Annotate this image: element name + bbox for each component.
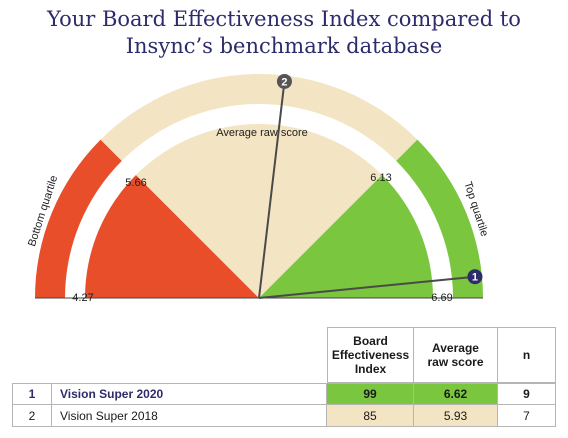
gauge-band-2 <box>100 73 418 161</box>
needle-marker-label-2: 2 <box>281 76 287 88</box>
center-label: Average raw score <box>216 127 308 139</box>
chart-title: Your Board Effectiveness Index compared … <box>0 6 568 60</box>
title-line-2: Insync’s benchmark database <box>125 34 443 58</box>
needle-1 <box>258 275 476 299</box>
tick-label-3: 6.13 <box>370 172 391 184</box>
gauge-band-1 <box>35 139 122 298</box>
needle-marker-2 <box>276 73 292 89</box>
title-line-1: Your Board Effectiveness Index compared … <box>47 7 521 31</box>
gauge-wedge-3 <box>259 174 433 298</box>
gauge-wedge-1 <box>85 174 259 298</box>
needle-marker-label-1: 1 <box>472 272 478 284</box>
tick-label-2: 5.66 <box>125 177 146 189</box>
needle-2 <box>258 81 286 299</box>
gauge-band-3 <box>396 139 483 298</box>
tick-label-1: 4.27 <box>72 292 93 304</box>
needle-marker-1 <box>467 269 483 285</box>
gauge-wedge-2 <box>135 124 383 299</box>
tick-label-4: 6.69 <box>431 292 452 304</box>
